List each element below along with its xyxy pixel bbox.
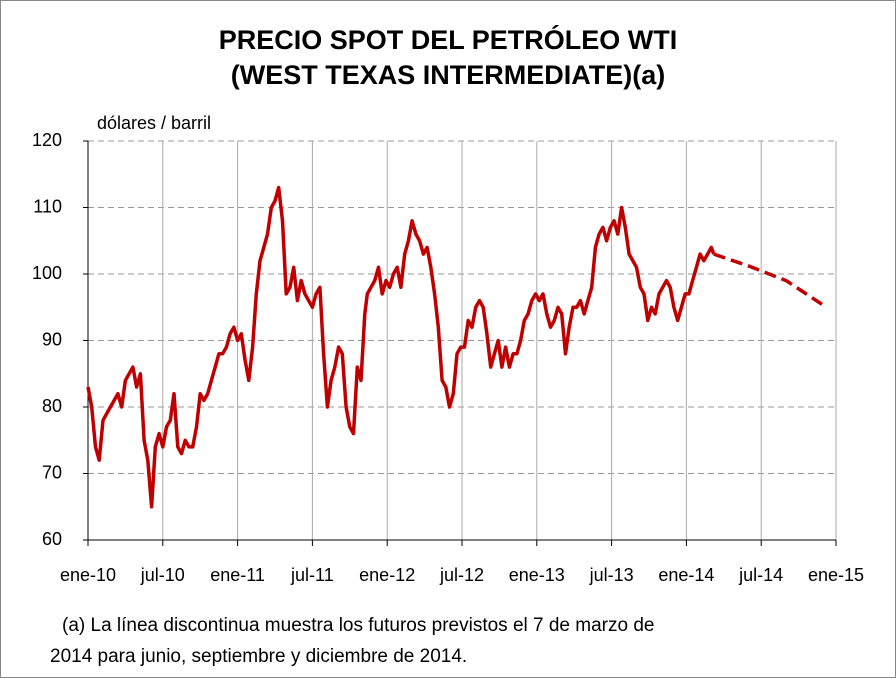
y-tick-label: 100 (32, 263, 62, 283)
x-tick-label: jul-10 (140, 565, 185, 585)
y-tick-label: 90 (42, 329, 62, 349)
y-tick-label: 120 (32, 130, 62, 150)
x-tick-label: ene-12 (359, 565, 415, 585)
y-axis-label: dólares / barril (97, 113, 211, 133)
line-series (713, 252, 825, 307)
footnote: (a) La línea discontinua muestra los fut… (62, 615, 654, 636)
x-tick-label: ene-10 (60, 565, 116, 585)
x-tick-label: jul-12 (439, 565, 484, 585)
y-tick-label: 70 (42, 462, 62, 482)
y-tick-label: 110 (33, 196, 62, 216)
line-series (86, 185, 716, 509)
x-tick-label: jul-14 (738, 565, 783, 585)
x-tick-label: jul-11 (290, 565, 334, 585)
y-tick-label: 60 (42, 529, 62, 549)
x-tick-label: ene-13 (509, 565, 565, 585)
x-tick-label: ene-14 (658, 565, 714, 585)
x-tick-label: jul-13 (589, 565, 634, 585)
chart-title: (WEST TEXAS INTERMEDIATE)(a) (231, 60, 666, 90)
x-tick-label: ene-11 (210, 565, 265, 585)
footnote: 2014 para junio, septiembre y diciembre … (50, 646, 467, 667)
x-tick-label: ene-15 (808, 565, 864, 585)
y-tick-label: 80 (42, 396, 62, 416)
chart-title: PRECIO SPOT DEL PETRÓLEO WTI (219, 24, 678, 55)
